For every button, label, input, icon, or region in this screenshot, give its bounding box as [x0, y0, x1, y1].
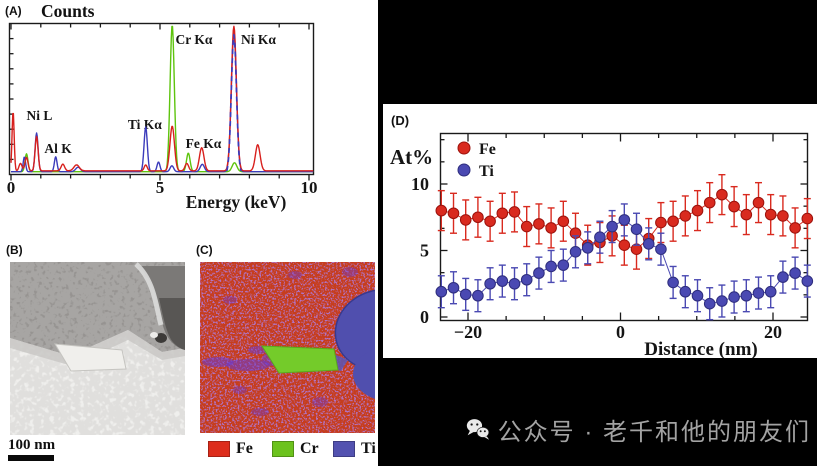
- svg-text:Fe: Fe: [479, 141, 496, 158]
- panel-d-label: (D): [391, 113, 410, 128]
- panel-c-label: (C): [196, 243, 213, 257]
- svg-text:0: 0: [7, 178, 16, 197]
- svg-text:20: 20: [764, 322, 782, 342]
- svg-text:Ti: Ti: [479, 163, 494, 180]
- svg-text:Ni L: Ni L: [26, 108, 52, 123]
- fe-legend-label: Fe: [236, 440, 253, 457]
- scalebar: [8, 455, 54, 461]
- watermark-text: 公众号 · 老千和他的朋友们: [497, 418, 811, 446]
- panel-b-label: (B): [6, 243, 23, 257]
- svg-text:−20: −20: [454, 322, 482, 342]
- svg-text:10: 10: [301, 178, 318, 197]
- cr-color-swatch: [272, 441, 294, 457]
- ti-rich-region: [334, 288, 375, 372]
- elemental-map-graphic: [200, 262, 375, 433]
- watermark: 公众号 · 老千和他的朋友们: [466, 403, 811, 455]
- panel-a-title: Counts: [41, 1, 95, 21]
- svg-text:Energy (keV): Energy (keV): [186, 192, 287, 212]
- line-profile-chart: −20 0 20 0 5 10 Distance (nm) At% Fe Ti: [390, 132, 814, 358]
- panel-d: (D) −20 0 20 0 5 10 Distance (nm) At% Fe Ti: [383, 104, 817, 358]
- tem-micrograph-graphic: [10, 262, 185, 435]
- cr-legend-label: Cr: [300, 440, 319, 457]
- svg-text:Distance (nm): Distance (nm): [644, 339, 757, 358]
- svg-text:5: 5: [420, 241, 429, 261]
- fe-color-swatch: [208, 441, 230, 457]
- svg-text:5: 5: [156, 178, 165, 197]
- ti-legend-label: Ti: [361, 440, 376, 457]
- map-legend-item-ti: Ti: [333, 440, 376, 458]
- scalebar-label: 100 nm: [8, 437, 56, 453]
- svg-text:Al K: Al K: [44, 141, 72, 156]
- svg-text:Ti Kα: Ti Kα: [128, 117, 162, 132]
- svg-text:Ni Kα: Ni Kα: [241, 32, 276, 47]
- precipitate-shape: [54, 343, 127, 372]
- map-legend-item-cr: Cr: [272, 440, 319, 458]
- wechat-icon: [466, 419, 490, 440]
- svg-text:0: 0: [420, 307, 429, 327]
- black-background-panel: (D) −20 0 20 0 5 10 Distance (nm) At% Fe Ti 公众号 ·…: [378, 0, 817, 466]
- tem-image: [10, 262, 185, 435]
- elemental-map: [200, 262, 375, 433]
- panel-a-label: (A): [5, 4, 22, 18]
- ti-color-swatch: [333, 441, 355, 457]
- eds-spectrum-chart: 0 5 10 Energy (keV) Ni L Al K Ti Kα Cr Kα Fe Kα N…: [7, 22, 318, 212]
- map-legend-item-fe: Fe: [208, 440, 253, 458]
- svg-text:10: 10: [411, 174, 429, 194]
- cr-rich-region: [261, 345, 339, 374]
- svg-text:At%: At%: [390, 145, 433, 169]
- svg-text:Cr Kα: Cr Kα: [175, 32, 212, 47]
- svg-text:Fe Kα: Fe Kα: [186, 136, 222, 151]
- svg-text:0: 0: [616, 322, 625, 342]
